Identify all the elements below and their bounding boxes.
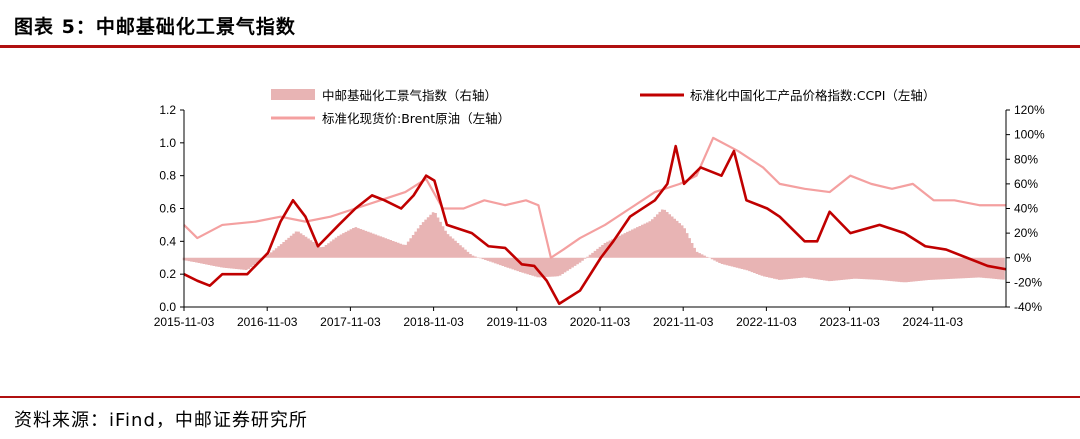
right-tick-label: 100% <box>1014 128 1045 142</box>
right-tick-label: -40% <box>1014 300 1042 314</box>
top-rule <box>0 45 1080 48</box>
left-tick-label: 1.0 <box>159 136 176 150</box>
x-tick-label: 2016-11-03 <box>237 315 298 329</box>
x-tick-label: 2020-11-03 <box>570 315 631 329</box>
left-tick-label: 1.2 <box>159 103 176 117</box>
x-tick-label: 2015-11-03 <box>154 315 215 329</box>
legend-area-swatch <box>271 89 315 100</box>
right-tick-label: 80% <box>1014 152 1038 166</box>
left-tick-label: 0.4 <box>159 234 176 248</box>
left-tick-label: 0.8 <box>159 169 176 183</box>
left-tick-label: 0.2 <box>159 267 176 281</box>
left-tick-label: 0.0 <box>159 300 176 314</box>
x-tick-label: 2024-11-03 <box>903 315 964 329</box>
source-note: 资料来源：iFind，中邮证券研究所 <box>14 410 308 431</box>
ccpi-line <box>183 144 1007 306</box>
x-tick-label: 2021-11-03 <box>653 315 714 329</box>
right-tick-label: 60% <box>1014 177 1038 191</box>
axis-layer: 0.0 0.2 0.4 0.6 0.8 1.0 1.2 -40% -20% 0% 20% 40% 60%… <box>154 103 1045 329</box>
x-tick-label: 2018-11-03 <box>403 315 464 329</box>
left-tick-label: 0.6 <box>159 202 176 216</box>
x-tick-label: 2019-11-03 <box>487 315 548 329</box>
legend: 中邮基础化工景气指数（右轴） 标准化中国化工产品价格指数:CCPI（左轴） 标准… <box>271 88 935 126</box>
right-tick-label: -20% <box>1014 275 1042 289</box>
legend-area-label: 中邮基础化工景气指数（右轴） <box>322 88 497 103</box>
x-tick-label: 2023-11-03 <box>819 315 880 329</box>
right-tick-label: 20% <box>1014 226 1038 240</box>
brent-line <box>183 136 1006 259</box>
legend-ccpi-label: 标准化中国化工产品价格指数:CCPI（左轴） <box>690 88 935 103</box>
right-tick-label: 40% <box>1014 202 1038 216</box>
right-tick-label: 0% <box>1014 251 1032 265</box>
line-layer <box>183 136 1007 306</box>
x-tick-label: 2017-11-03 <box>320 315 381 329</box>
right-tick-label: 120% <box>1014 103 1045 117</box>
x-tick-label: 2022-11-03 <box>736 315 797 329</box>
figure-title: 图表 5：中邮基础化工景气指数 <box>14 16 296 38</box>
legend-brent-label: 标准化现货价:Brent原油（左轴） <box>322 111 510 126</box>
bottom-rule <box>0 396 1080 398</box>
